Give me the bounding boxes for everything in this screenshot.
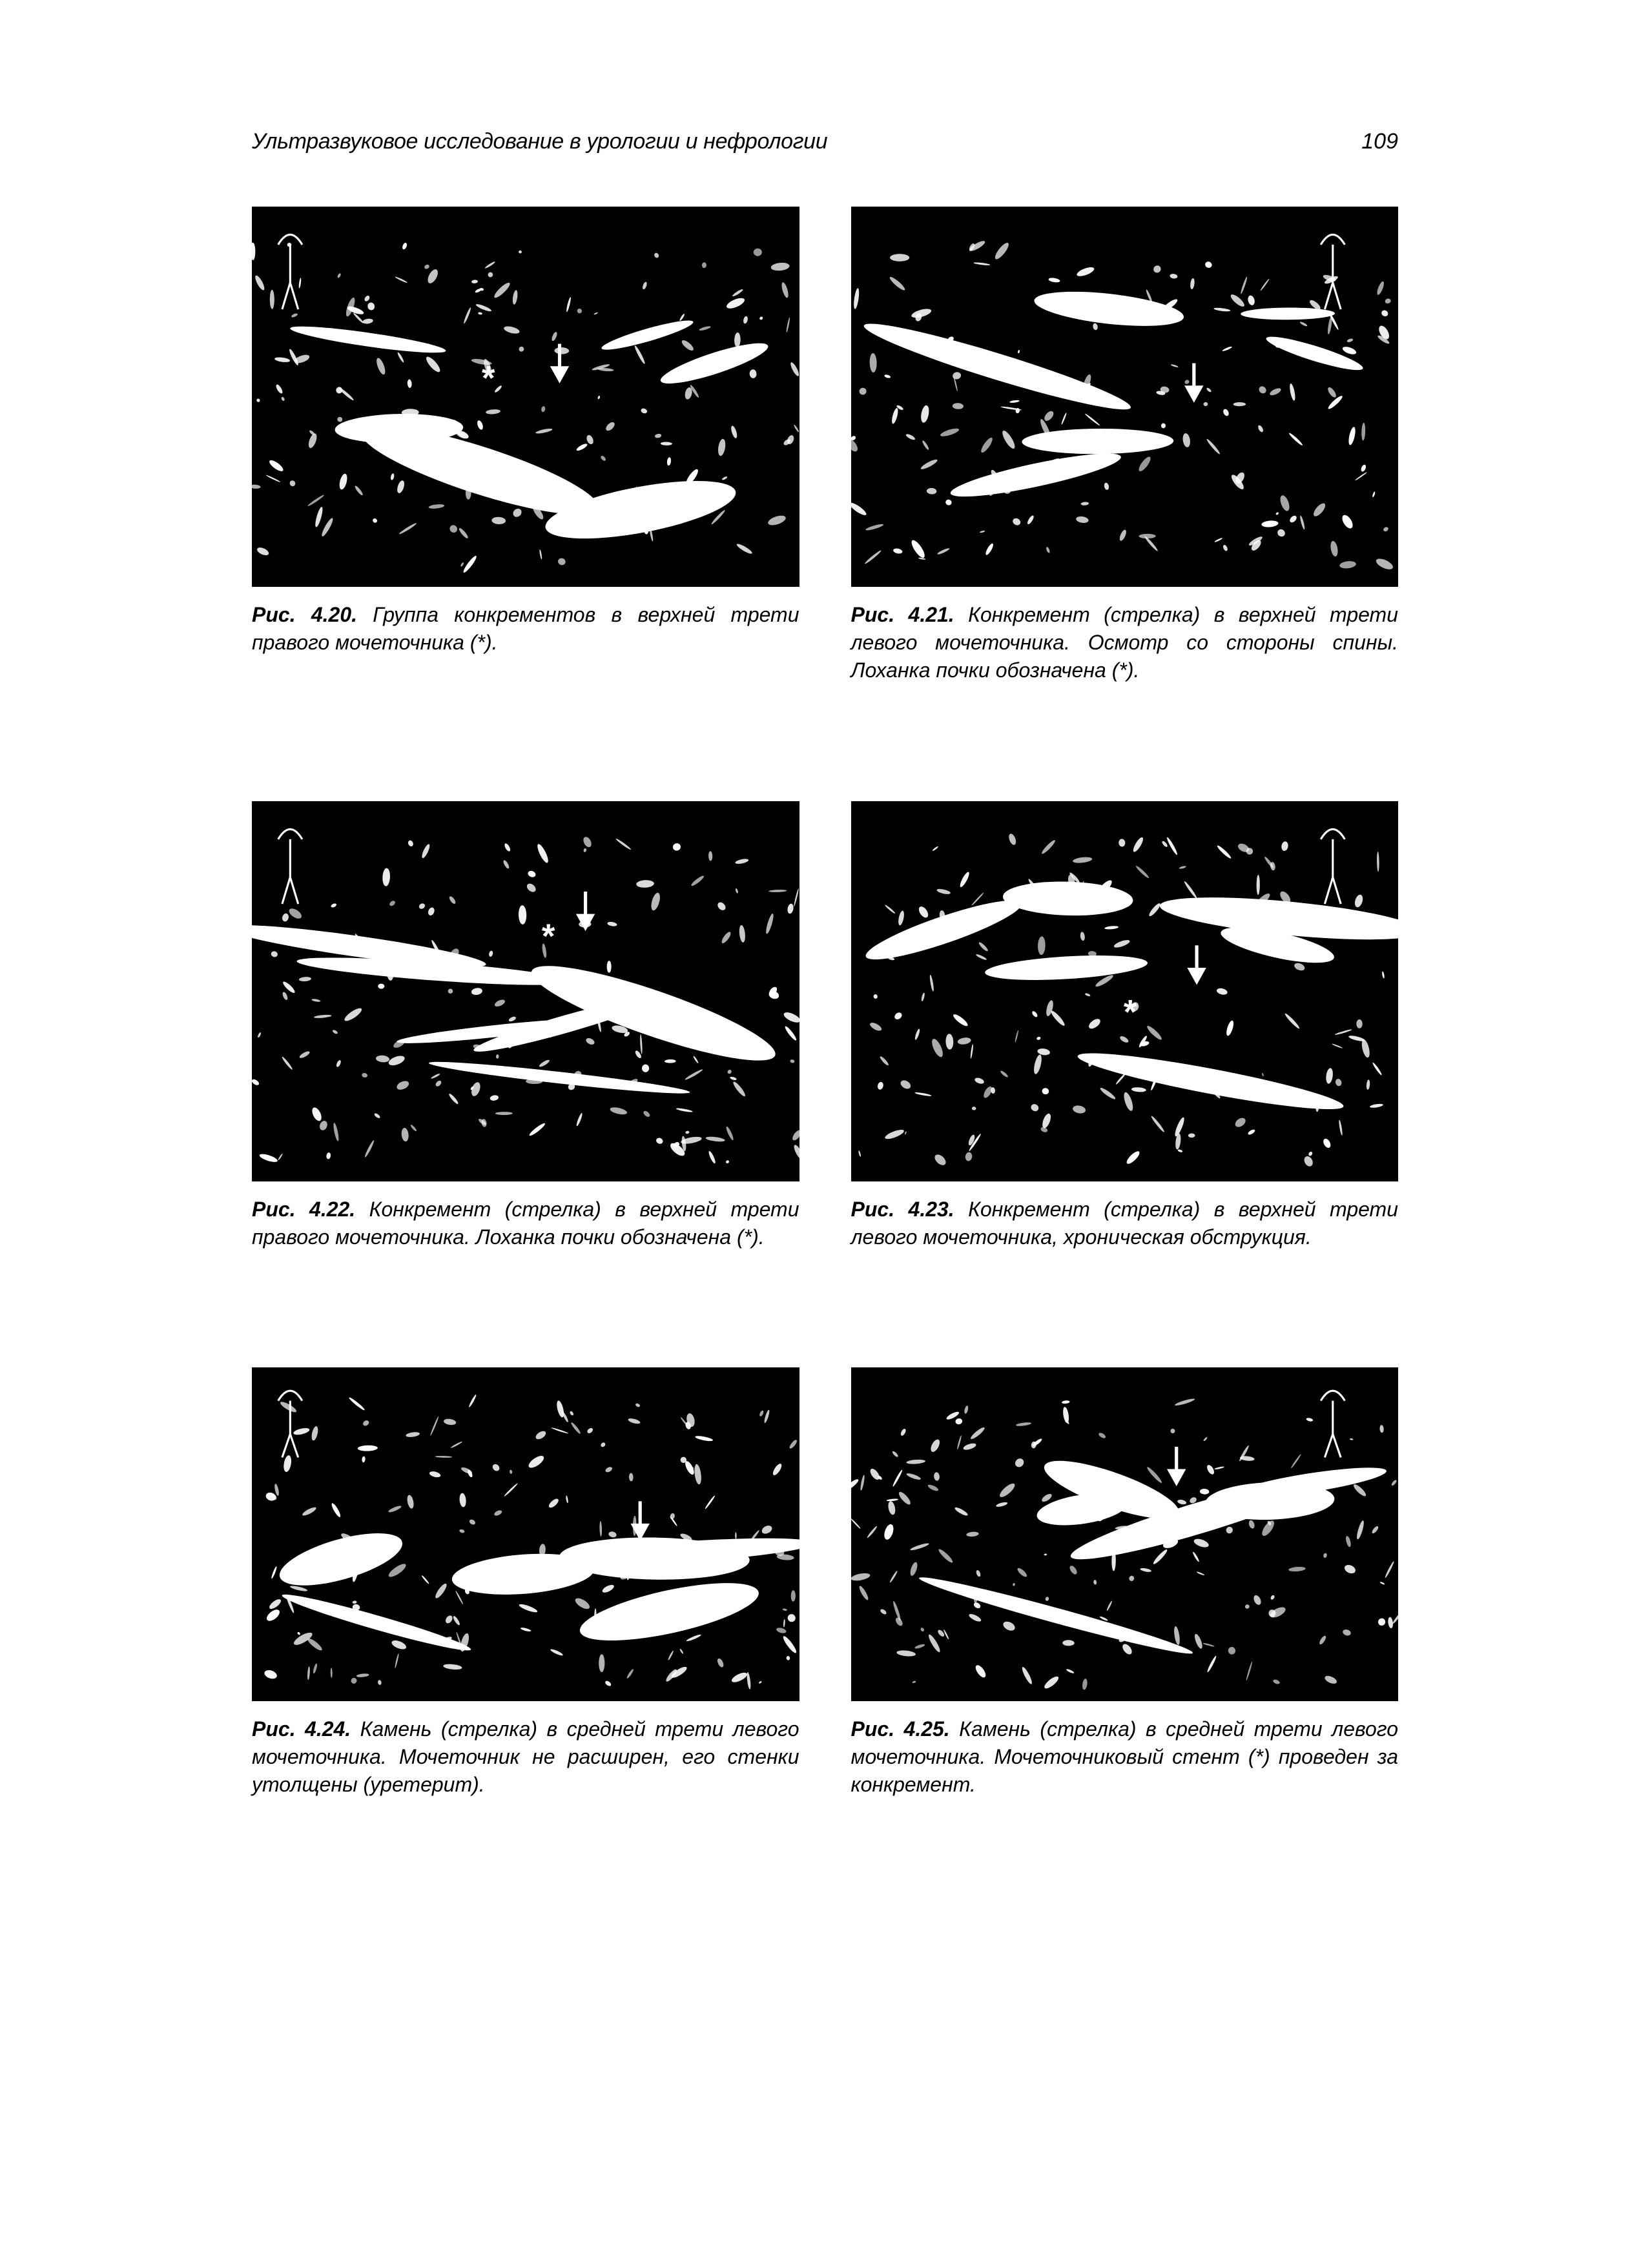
running-title: Ультразвуковое исследование в урологии и…: [252, 129, 827, 154]
figure-label: Рис. 4.22.: [252, 1198, 355, 1221]
svg-text:*: *: [1123, 993, 1137, 1031]
figure-grid: * Рис. 4.20. Группа конкрементов в верхн…: [252, 207, 1398, 1799]
figure-caption: Рис. 4.21. Конкремент (стрелка) в верхне…: [851, 601, 1399, 685]
figure-4-20: * Рис. 4.20. Группа конкрементов в верхн…: [252, 207, 799, 685]
ultrasound-image: *: [252, 207, 799, 587]
svg-text:*: *: [612, 1533, 624, 1567]
ultrasound-image: *: [252, 801, 799, 1181]
figure-caption: Рис. 4.25. Камень (стрелка) в средней тр…: [851, 1715, 1399, 1799]
page-number: 109: [1361, 129, 1398, 154]
figure-4-24: * Рис. 4.24. Камень (стрелка) в средней …: [252, 1367, 799, 1799]
ultrasound-image: *: [851, 1367, 1399, 1701]
figure-4-23: * Рис. 4.23. Конкремент (стрелка) в верх…: [851, 801, 1399, 1251]
figure-label: Рис. 4.23.: [851, 1198, 954, 1221]
figure-caption: Рис. 4.22. Конкремент (стрелка) в верхне…: [252, 1196, 799, 1251]
svg-text:*: *: [482, 359, 495, 397]
svg-text:*: *: [1059, 378, 1073, 416]
figure-4-22: * Рис. 4.22. Конкремент (стрелка) в верх…: [252, 801, 799, 1251]
figure-caption: Рис. 4.20. Группа конкрементов в верхней…: [252, 601, 799, 657]
ultrasound-image: *: [851, 207, 1399, 587]
svg-text:*: *: [1133, 1483, 1145, 1517]
ultrasound-image: *: [851, 801, 1399, 1181]
figure-label: Рис. 4.20.: [252, 603, 357, 626]
figure-caption: Рис. 4.23. Конкремент (стрелка) в верхне…: [851, 1196, 1399, 1251]
figure-4-21: * Рис. 4.21. Конкремент (стрелка) в верх…: [851, 207, 1399, 685]
page-header: Ультразвуковое исследование в урологии и…: [252, 129, 1398, 155]
svg-text:*: *: [542, 917, 555, 955]
figure-4-25: * Рис. 4.25. Камень (стрелка) в средней …: [851, 1367, 1399, 1799]
figure-caption: Рис. 4.24. Камень (стрелка) в средней тр…: [252, 1715, 799, 1799]
figure-label: Рис. 4.25.: [851, 1717, 950, 1741]
figure-label: Рис. 4.24.: [252, 1717, 351, 1741]
ultrasound-image: *: [252, 1367, 799, 1701]
figure-label: Рис. 4.21.: [851, 603, 954, 626]
